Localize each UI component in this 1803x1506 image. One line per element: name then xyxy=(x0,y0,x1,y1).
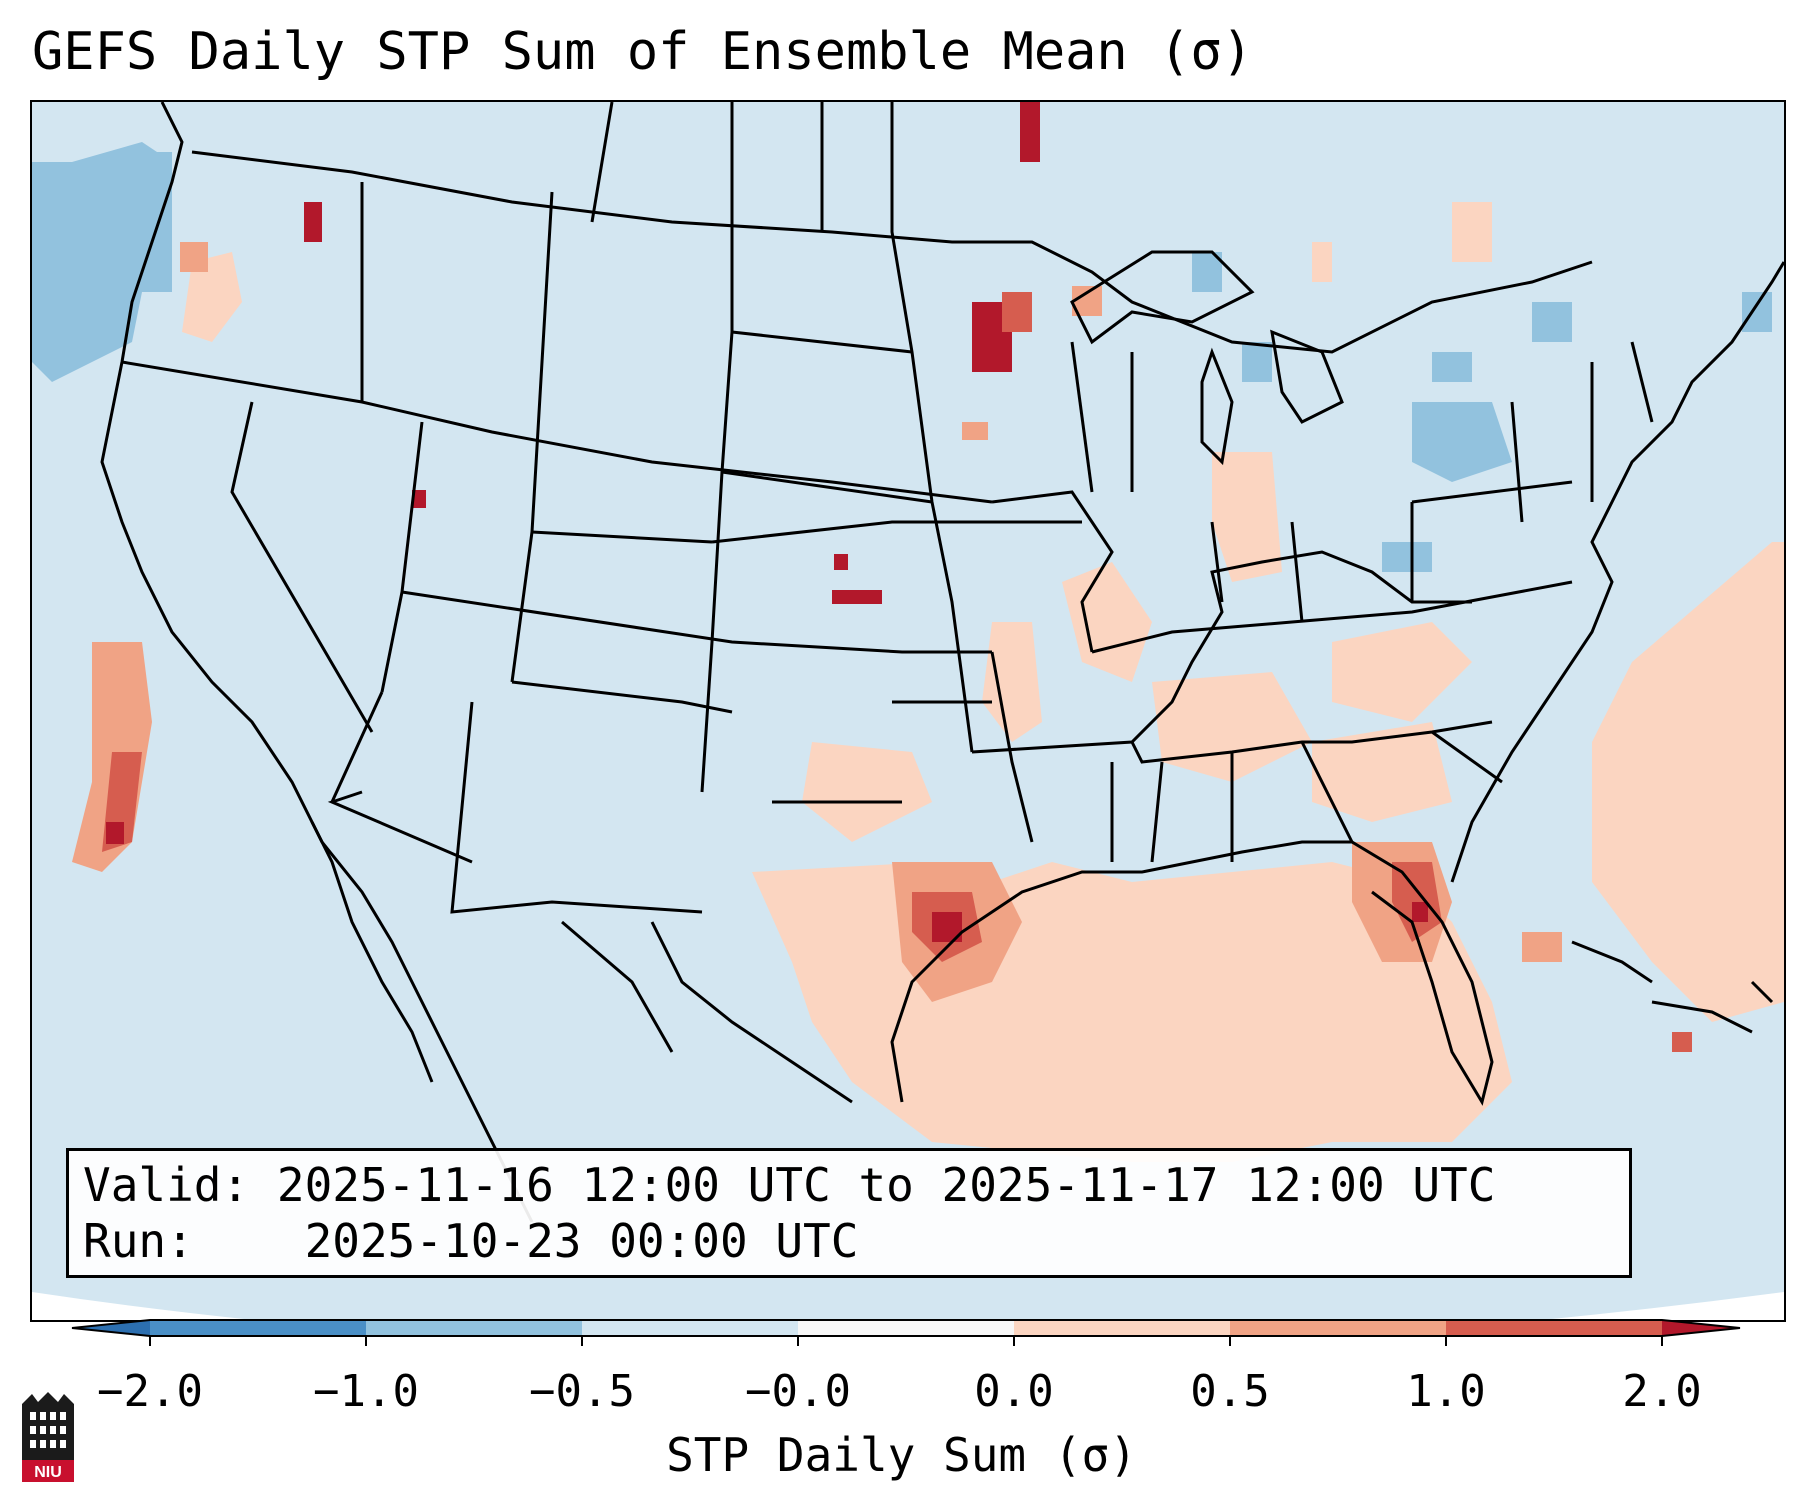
run-label: Run: xyxy=(83,1214,194,1268)
colorbar-tick-5: 0.5 xyxy=(1190,1366,1270,1417)
colorbar-tick-7: 2.0 xyxy=(1622,1366,1702,1417)
chart-title: GEFS Daily STP Sum of Ensemble Mean (σ) xyxy=(32,22,1253,82)
colorbar-label: STP Daily Sum (σ) xyxy=(666,1428,1137,1482)
run-row: Run: 2025-10-23 00:00 UTC xyxy=(83,1213,1615,1269)
valid-value: 2025-11-16 12:00 UTC to 2025-11-17 12:00… xyxy=(276,1158,1496,1212)
niu-logo-text: NIU xyxy=(34,1464,62,1481)
colorbar-segment-6 xyxy=(1446,1320,1662,1336)
colorbar-under-extension xyxy=(72,1320,150,1336)
colorbar-tick-3: −0.0 xyxy=(745,1366,851,1417)
negative-anomaly-patches xyxy=(32,142,1772,572)
gulf-coastline xyxy=(890,840,1494,1106)
colorbar-tick-2: −0.5 xyxy=(529,1366,635,1417)
colorbar-over-extension xyxy=(1662,1320,1740,1336)
colorbar-tick-0: −2.0 xyxy=(97,1366,203,1417)
valid-row: Valid: 2025-11-16 12:00 UTC to 2025-11-1… xyxy=(83,1157,1615,1213)
validity-info-box: Valid: 2025-11-16 12:00 UTC to 2025-11-1… xyxy=(66,1148,1632,1278)
colorbar-segment-2 xyxy=(582,1320,798,1336)
east-coastline xyxy=(1450,261,1784,883)
colorbar-segment-4 xyxy=(1014,1320,1230,1336)
colorbar-tick-4: 0.0 xyxy=(974,1366,1054,1417)
run-value: 2025-10-23 00:00 UTC xyxy=(304,1214,859,1268)
colorbar-segment-1 xyxy=(366,1320,582,1336)
map-svg xyxy=(32,102,1784,1320)
lake-huron xyxy=(1270,329,1344,424)
colorbar-segment-0 xyxy=(150,1320,366,1336)
great-lakes xyxy=(1070,250,1255,345)
colorbar-segment-3 xyxy=(798,1320,1014,1336)
west-coastline xyxy=(100,102,534,1223)
baja-coastline xyxy=(310,821,434,1083)
valid-label: Valid: xyxy=(83,1158,250,1212)
colorbar-tick-6: 1.0 xyxy=(1406,1366,1486,1417)
positive-anomaly-patches xyxy=(72,102,1784,1162)
colorbar-tick-1: −1.0 xyxy=(313,1366,419,1417)
colorbar xyxy=(71,1319,1741,1346)
lake-michigan xyxy=(1200,347,1234,466)
geographic-boundaries xyxy=(100,102,1784,1223)
colorbar-segment-5 xyxy=(1230,1320,1446,1336)
niu-logo: NIU xyxy=(22,1392,74,1482)
map-panel xyxy=(30,100,1786,1322)
us-canada-border xyxy=(191,150,1593,354)
